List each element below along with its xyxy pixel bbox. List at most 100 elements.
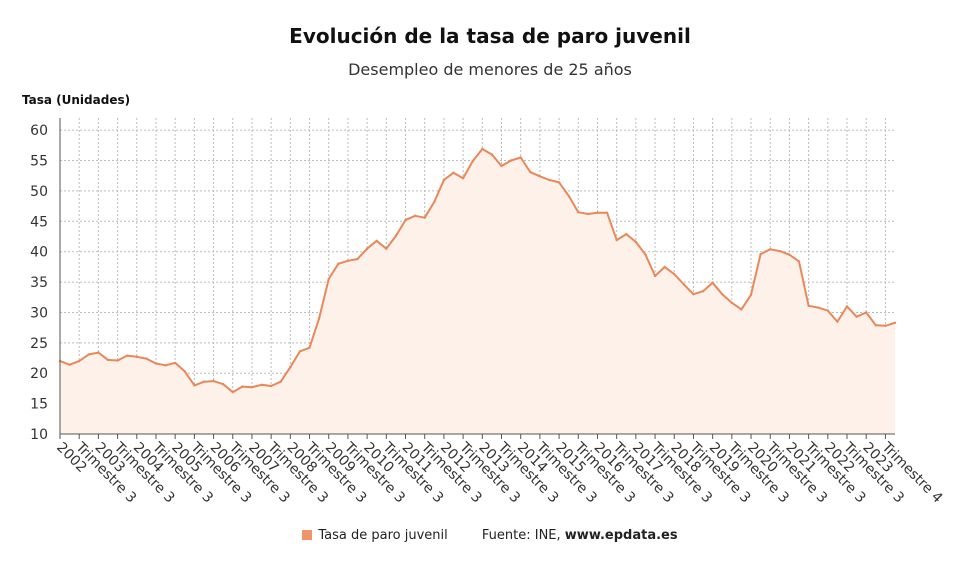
data-point	[644, 253, 647, 256]
data-point	[845, 305, 849, 308]
legend-label: Tasa de paro juvenil	[318, 528, 448, 543]
data-point	[721, 293, 724, 296]
data-point	[471, 159, 474, 163]
data-point	[289, 366, 292, 369]
data-point	[836, 320, 839, 323]
data-point	[116, 359, 119, 362]
data-point	[874, 324, 877, 327]
data-point	[625, 232, 628, 236]
data-point	[269, 384, 273, 388]
data-point	[615, 238, 618, 242]
data-point	[778, 249, 781, 253]
data-point	[308, 346, 311, 349]
data-point	[807, 304, 810, 307]
data-point	[154, 362, 158, 365]
data-point	[711, 281, 714, 284]
data-point	[548, 178, 551, 182]
y-axis-title: Tasa (Unidades)	[22, 93, 130, 107]
chart-title: Evolución de la tasa de paro juvenil	[289, 24, 691, 48]
data-point	[212, 379, 215, 383]
data-point	[423, 216, 426, 219]
source-note: Fuente: INE, www.epdata.es	[482, 528, 678, 543]
data-point	[509, 159, 513, 162]
data-point	[817, 306, 820, 309]
data-point	[222, 383, 225, 386]
data-point	[442, 178, 446, 182]
data-point	[135, 355, 138, 358]
data-point	[452, 171, 455, 174]
series-line-tasa-de-paro-juvenil	[59, 148, 896, 394]
data-point	[433, 200, 436, 204]
data-point	[260, 383, 263, 386]
data-point	[327, 277, 330, 281]
data-point	[481, 147, 484, 151]
data-point	[673, 273, 676, 276]
data-point	[855, 315, 858, 318]
data-point	[241, 385, 244, 388]
data-point	[500, 164, 503, 168]
data-point	[529, 170, 532, 174]
data-point	[78, 359, 81, 363]
y-tick-label: 40	[30, 245, 48, 261]
data-point	[797, 260, 801, 263]
data-point	[126, 354, 129, 357]
data-point	[596, 211, 599, 214]
data-point	[97, 351, 100, 354]
data-point	[682, 283, 686, 286]
data-point	[317, 317, 321, 320]
data-point	[164, 364, 167, 367]
data-point	[404, 218, 407, 222]
data-point	[893, 321, 897, 324]
data-point	[749, 293, 753, 296]
source-link[interactable]: www.epdata.es	[564, 528, 678, 543]
data-point	[385, 247, 388, 250]
data-point	[356, 257, 359, 261]
y-tick-label: 25	[30, 336, 48, 352]
data-point	[231, 390, 234, 394]
data-point	[490, 153, 494, 156]
data-point	[826, 309, 829, 312]
y-tick-label: 10	[30, 427, 48, 443]
data-point	[759, 252, 762, 256]
data-point	[87, 353, 91, 356]
data-point	[740, 308, 743, 311]
data-point	[701, 290, 705, 293]
data-point	[365, 247, 369, 250]
legend-item: Tasa de paro juvenil	[302, 528, 448, 543]
y-tick-label: 55	[30, 154, 48, 170]
y-tick-label: 50	[30, 184, 48, 200]
data-point	[298, 350, 302, 353]
data-point	[634, 240, 638, 244]
data-point	[788, 253, 791, 256]
data-point	[106, 358, 110, 362]
data-point	[865, 311, 868, 314]
data-point	[730, 301, 733, 304]
data-point	[279, 380, 282, 383]
data-point	[519, 156, 522, 159]
data-point	[183, 370, 186, 373]
data-point	[653, 274, 657, 278]
y-tick-label: 35	[30, 275, 48, 291]
data-point	[394, 234, 398, 238]
data-point	[461, 177, 465, 180]
data-point	[605, 211, 609, 214]
chart-subtitle: Desempleo de menores de 25 años	[348, 60, 632, 79]
data-point	[145, 357, 148, 360]
data-point	[337, 262, 340, 265]
data-point	[68, 363, 71, 366]
source-prefix: Fuente: INE,	[481, 528, 561, 543]
y-tick-label: 15	[30, 397, 48, 413]
data-point	[375, 239, 378, 242]
data-point	[250, 386, 254, 389]
data-point	[174, 361, 177, 365]
data-point	[586, 212, 590, 216]
data-point	[193, 384, 196, 387]
legend: Tasa de paro juvenil Fuente: INE, www.ep…	[0, 528, 980, 543]
data-point	[663, 265, 666, 269]
data-point	[577, 211, 580, 214]
data-point	[769, 248, 772, 251]
data-point	[413, 214, 417, 217]
series-area-fill	[60, 149, 895, 434]
y-tick-label: 60	[30, 123, 48, 139]
legend-swatch	[302, 530, 313, 540]
